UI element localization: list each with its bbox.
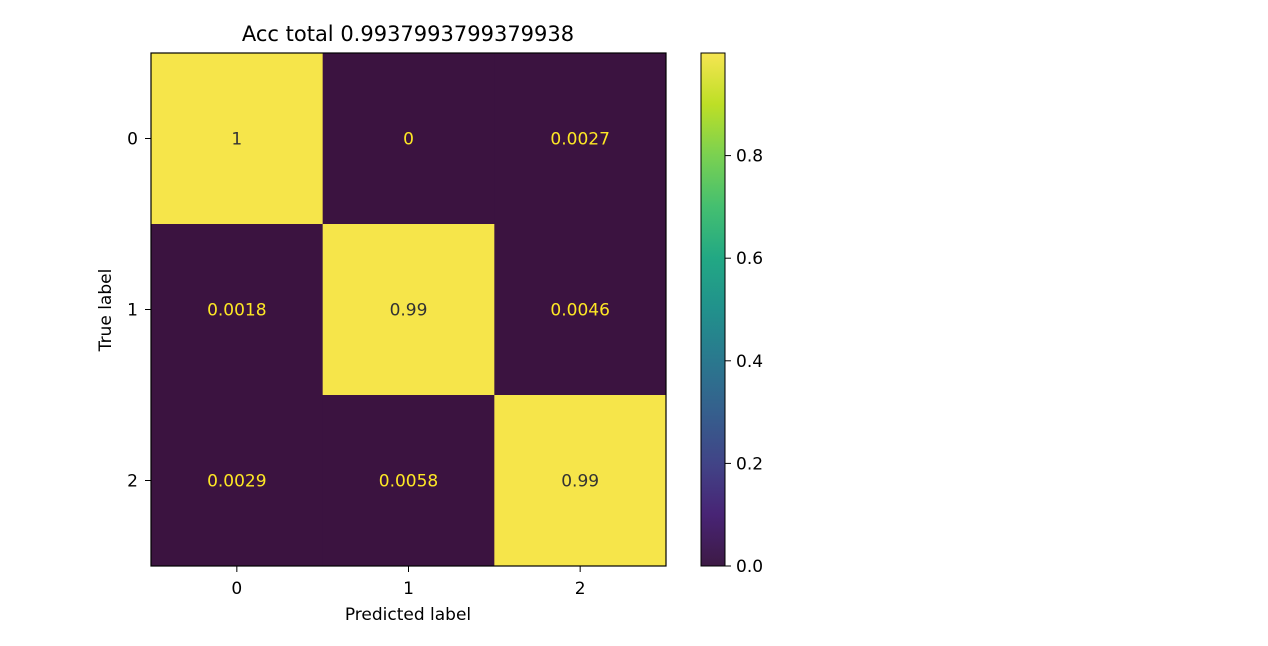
cell-value-label: 0.0046 — [550, 301, 609, 321]
y-tick-label: 2 — [127, 472, 138, 492]
x-tick-label: 0 — [231, 579, 242, 599]
y-tick-label: 1 — [127, 301, 138, 321]
colorbar-tick-label: 0.0 — [736, 557, 763, 577]
heatmap-cell — [494, 224, 667, 396]
colorbar-tick-label: 0.6 — [736, 249, 763, 269]
cell-value-label: 0.0058 — [379, 472, 438, 492]
colorbar — [700, 52, 726, 567]
colorbar-tick-label: 0.2 — [736, 454, 763, 474]
x-axis-label: Predicted label — [345, 605, 471, 625]
y-tick-label: 0 — [127, 130, 138, 150]
heatmap-cell — [151, 53, 324, 225]
colorbar-axis: 0.0 0.2 0.4 0.6 0.8 — [725, 147, 763, 577]
cell-value-label: 0.0018 — [207, 301, 266, 321]
heatmap-cell — [151, 224, 324, 396]
x-tick-label: 2 — [575, 579, 586, 599]
x-tick-label: 1 — [403, 579, 414, 599]
cell-value-label: 0.99 — [390, 301, 428, 321]
heatmap-cell — [494, 53, 667, 225]
heatmap-cell — [151, 395, 324, 567]
cell-value-label: 0 — [403, 130, 414, 150]
colorbar-tick-label: 0.8 — [736, 147, 763, 167]
chart-title: Acc total 0.9937993799379938 — [242, 22, 574, 46]
heatmap-cell — [494, 395, 667, 567]
colorbar-tick-label: 0.4 — [736, 352, 763, 372]
cell-value-label: 0.99 — [561, 472, 599, 492]
heatmap-cell — [322, 224, 495, 396]
heatmap-cell-labels: 1 0 0.0027 0.0018 0.99 0.0046 0.0029 0.0058 0.99 — [207, 130, 610, 492]
y-axis: 0 1 2 — [127, 130, 151, 492]
cell-value-label: 0.0029 — [207, 472, 266, 492]
heatmap-cell — [322, 395, 495, 567]
y-axis-label: True label — [96, 269, 116, 353]
cell-value-label: 0.0027 — [550, 130, 609, 150]
x-axis: 0 1 2 — [231, 566, 586, 599]
heatmap-cells — [151, 53, 667, 567]
heatmap-cell — [322, 53, 495, 225]
cell-value-label: 1 — [231, 130, 242, 150]
